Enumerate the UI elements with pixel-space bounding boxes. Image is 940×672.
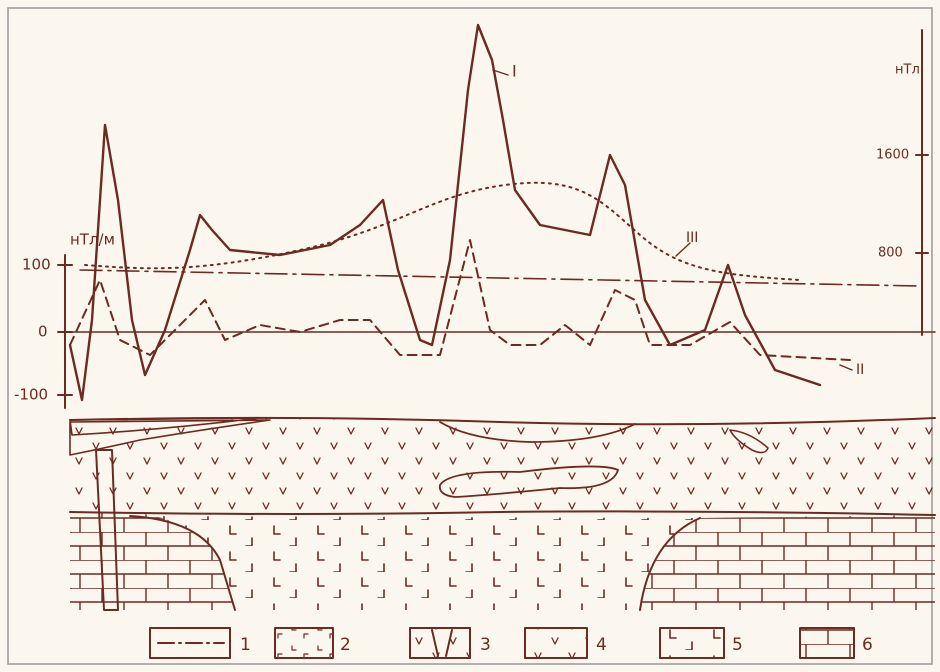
frame	[7, 7, 933, 665]
right-tick: 1600	[876, 148, 909, 163]
section	[69, 416, 936, 611]
curve-ii	[69, 239, 851, 361]
left-tick: -100	[14, 386, 48, 404]
legend-label: 6	[862, 635, 873, 655]
curve-label: II	[856, 362, 864, 378]
left-tick: 0	[38, 323, 48, 341]
curve-i	[68, 23, 822, 402]
leader	[492, 69, 853, 371]
curve-iii	[84, 181, 801, 281]
dash-dot-line	[79, 269, 921, 287]
curve-label: I	[512, 62, 517, 81]
legend-label: 1	[240, 635, 251, 655]
curve-label: III	[686, 230, 698, 246]
left-unit: нТл/м	[70, 231, 115, 249]
legend-label: 3	[480, 635, 491, 655]
right-unit: нТл	[895, 63, 920, 78]
left-tick: 100	[22, 256, 51, 274]
legend-label: 2	[340, 635, 351, 655]
right-tick: 800	[878, 246, 903, 261]
legend-label: 4	[596, 635, 607, 655]
legend-swatches	[149, 627, 855, 659]
axes	[57, 29, 936, 409]
legend-label: 5	[732, 635, 743, 655]
